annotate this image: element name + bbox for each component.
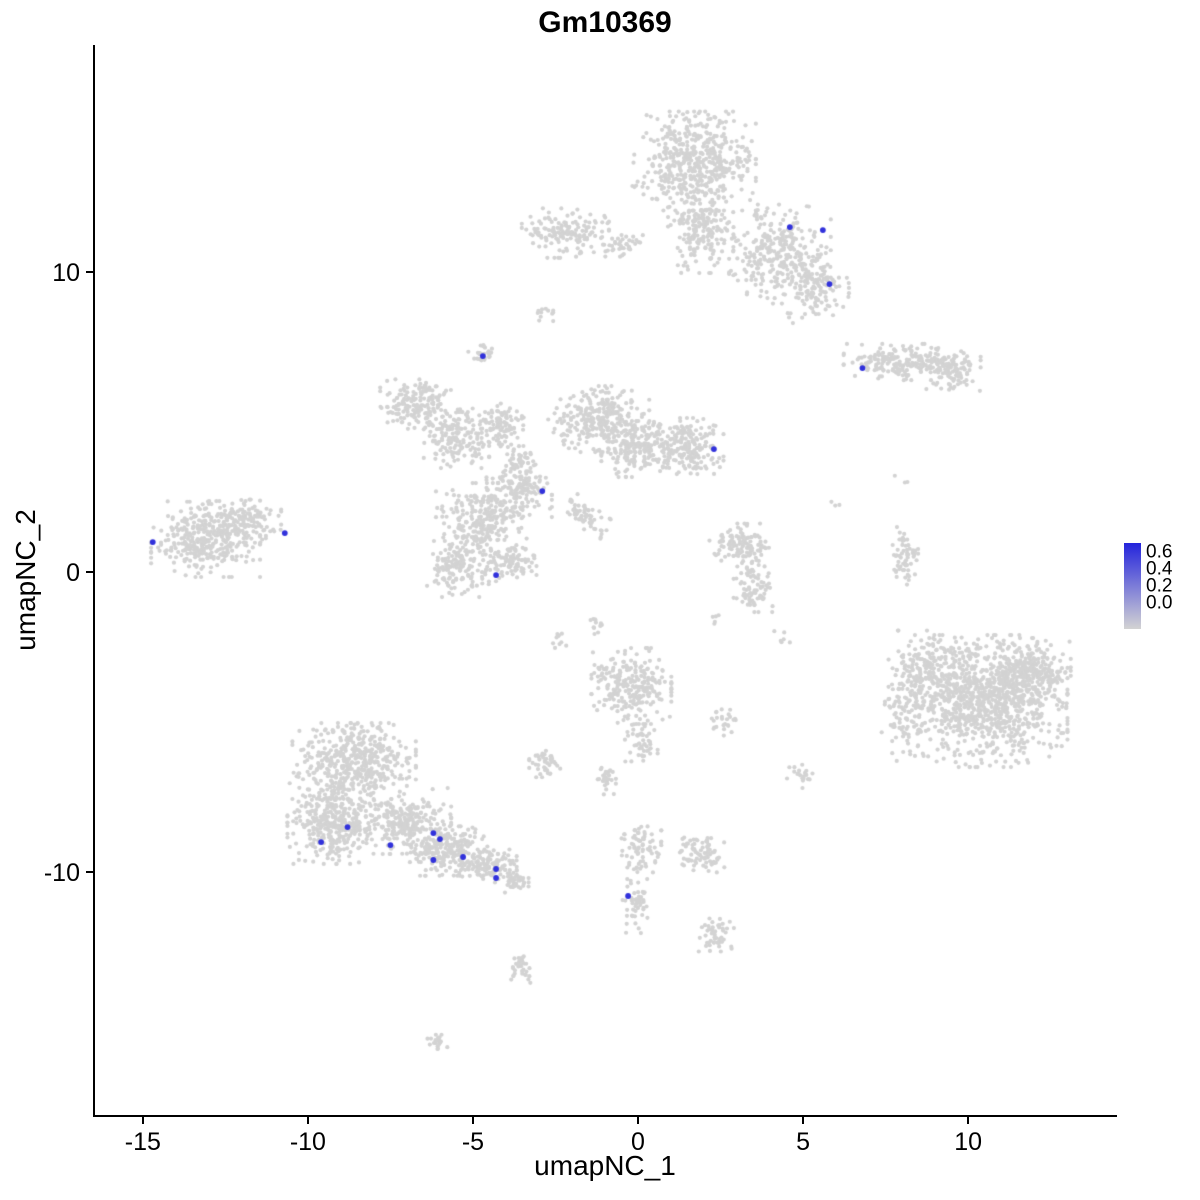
y-tick-mark xyxy=(86,871,93,874)
x-tick-label: 10 xyxy=(954,1128,982,1156)
colorbar-legend: 0.6 0.4 0.2 0.0 xyxy=(1124,543,1194,633)
y-tick-label: -10 xyxy=(43,859,80,888)
y-tick-label: 0 xyxy=(66,559,80,588)
x-tick-label: -5 xyxy=(461,1128,485,1156)
scatter-canvas xyxy=(95,45,1115,1115)
colorbar-tick-label: 0.4 xyxy=(1146,558,1173,580)
x-tick-mark xyxy=(141,1117,144,1124)
x-tick-label: 0 xyxy=(631,1128,645,1156)
y-tick-mark xyxy=(86,571,93,574)
x-tick-mark xyxy=(471,1117,474,1124)
x-axis-line xyxy=(93,1115,1117,1117)
y-tick-label: 10 xyxy=(52,259,80,288)
x-tick-mark xyxy=(306,1117,309,1124)
x-tick-mark xyxy=(802,1117,805,1124)
x-tick-mark xyxy=(637,1117,639,1124)
plot-title: Gm10369 xyxy=(538,6,672,39)
x-tick-label: 5 xyxy=(796,1128,810,1156)
colorbar-tick-label: 0.0 xyxy=(1146,592,1173,614)
colorbar-gradient xyxy=(1124,543,1141,629)
x-tick-label: -10 xyxy=(289,1128,326,1156)
colorbar-tick-label: 0.2 xyxy=(1146,575,1173,597)
x-tick-label: -15 xyxy=(124,1128,161,1156)
x-axis-label: umapNC_1 xyxy=(534,1150,676,1181)
x-tick-mark xyxy=(967,1117,970,1124)
y-tick-mark xyxy=(86,271,93,274)
y-axis-line xyxy=(93,45,95,1117)
colorbar-tick-label: 0.6 xyxy=(1146,541,1173,563)
y-axis-label: umapNC_2 xyxy=(10,509,41,651)
